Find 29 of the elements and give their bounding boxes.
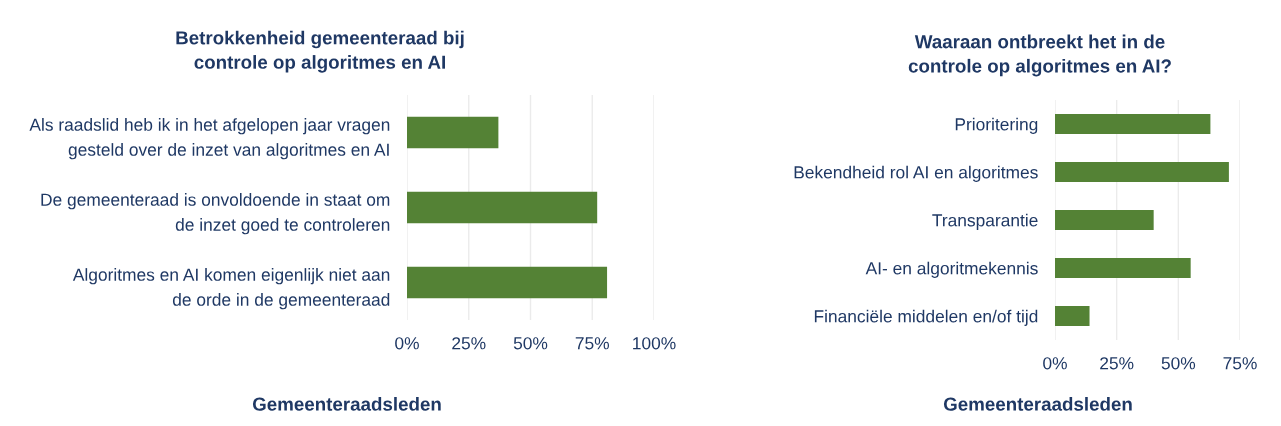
bar xyxy=(1055,209,1154,231)
bar xyxy=(1055,161,1229,183)
x-tick-label: 0% xyxy=(395,337,419,350)
x-tick-label: 75% xyxy=(575,337,610,350)
x-tick-label: 100% xyxy=(633,337,676,350)
y-tick-label: Prioritering xyxy=(955,117,1038,134)
chart-title: Betrokkenheid gemeenteraad bij controle op algoritmes en AI xyxy=(176,30,464,73)
x-tick-label: 50% xyxy=(1161,357,1196,370)
x-tick-label: 25% xyxy=(1100,357,1134,370)
bar xyxy=(1055,113,1211,135)
bar xyxy=(407,116,499,149)
x-tick-label: 0% xyxy=(1043,357,1067,370)
x-tick-label: 75% xyxy=(1223,357,1257,370)
bar xyxy=(407,191,598,224)
bar xyxy=(407,266,608,299)
x-axis-title: Gemeenteraadsleden xyxy=(943,397,1132,411)
chart-title: Waaraan ontbreekt het in de controle op algoritmes en AI? xyxy=(908,34,1171,77)
x-tick-label: 50% xyxy=(513,337,548,350)
y-tick-label: AI- en algoritmekennis xyxy=(865,261,1038,278)
y-tick-label: Algoritmes en AI komen eigenlijk niet aan de orde in de gemeenteraad xyxy=(72,268,390,310)
bar xyxy=(1055,305,1090,327)
bar xyxy=(1055,257,1191,279)
y-tick-label: Bekendheid rol AI en algoritmes xyxy=(794,165,1038,182)
y-tick-label: Financiële middelen en/of tijd xyxy=(814,309,1038,326)
y-tick-label: Transparantie xyxy=(932,213,1038,230)
y-tick-label: De gemeenteraad is onvoldoende in staat om de inzet goed te controleren xyxy=(41,193,390,235)
y-tick-label: Als raadslid heb ik in het afgelopen jaar vragen gesteld over de inzet van algoritmes en AI xyxy=(29,118,390,160)
x-tick-label: 25% xyxy=(452,337,486,350)
x-axis-title: Gemeenteraadsleden xyxy=(252,397,441,411)
